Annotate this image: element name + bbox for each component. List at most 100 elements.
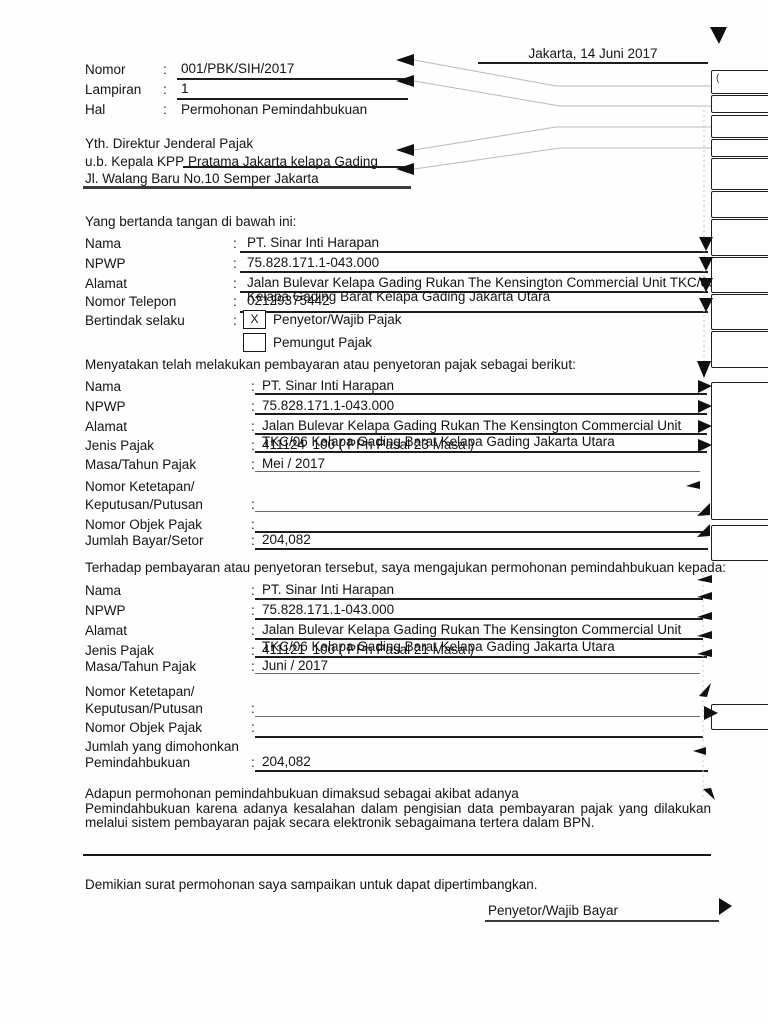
checkbox-label: Penyetor/Wajib Pajak — [273, 312, 402, 327]
left-arrow-icon — [693, 747, 706, 755]
field-underline — [255, 618, 703, 620]
comment-callout-box[interactable] — [711, 257, 768, 293]
left-arrow-icon — [697, 592, 712, 600]
field-label: Jenis Pajak — [85, 438, 155, 453]
comment-callout-box[interactable] — [711, 294, 768, 330]
left-arrow-icon — [396, 163, 414, 175]
colon: : — [251, 623, 255, 638]
field-value: 411124 100 ( PPh Pasal 23 Masa ) — [262, 437, 474, 452]
field-label: Nomor Telepon — [85, 294, 177, 309]
field-label: NPWP — [85, 399, 126, 414]
field-label: Nomor — [85, 62, 126, 77]
colon: : — [251, 603, 255, 618]
address-overflow-line: TKC/06 Kelapa Gading Barat Kelapa Gading… — [262, 434, 615, 449]
field-value: Permohonan Pemindahbukuan — [181, 102, 368, 117]
field-label: Bertindak selaku — [85, 313, 185, 328]
field-underline — [240, 251, 708, 253]
comment-callout-box[interactable]: ( — [711, 70, 768, 94]
separator-line — [83, 854, 711, 856]
colon: : — [163, 62, 167, 77]
colon: : — [251, 583, 255, 598]
field-value: 204,082 — [262, 532, 311, 547]
recipient-line: Yth. Direktur Jenderal Pajak — [85, 136, 254, 151]
field-underline — [255, 770, 708, 772]
recipient-underline — [83, 186, 411, 189]
colon: : — [251, 720, 255, 735]
colon: : — [251, 419, 255, 434]
field-underline — [255, 471, 700, 472]
field-value: 75.828.171.1-043.000 — [262, 602, 395, 617]
field-underline — [255, 656, 707, 658]
left-arrow-icon — [686, 481, 700, 489]
signature-underline — [485, 920, 719, 922]
colon: : — [163, 82, 167, 97]
signature-title: Penyetor/Wajib Bayar — [488, 903, 619, 918]
field-value: PT. Sinar Inti Harapan — [262, 582, 395, 597]
field-value: Mei / 2017 — [262, 456, 326, 471]
comment-callout-box[interactable] — [711, 95, 768, 113]
right-arrow-icon — [704, 706, 718, 720]
closing-line: Demikian surat permohonan saya sampaikan… — [85, 877, 538, 892]
comment-callout-box[interactable] — [711, 331, 768, 368]
right-arrow-icon — [719, 898, 732, 915]
left-arrow-icon — [396, 144, 414, 156]
field-underline — [255, 413, 707, 415]
right-arrow-icon — [698, 380, 712, 393]
comment-callout-box[interactable] — [711, 191, 768, 218]
colon: : — [233, 256, 237, 271]
down-arrow-icon — [697, 361, 711, 378]
field-label: Keputusan/Putusan — [85, 701, 203, 716]
field-label: Masa/Tahun Pajak — [85, 659, 197, 674]
field-label: Pemindahbukuan — [85, 755, 191, 770]
field-underline — [255, 598, 703, 600]
recipient-label: u.b. Kepala KPP — [85, 154, 185, 169]
up-right-arrow-icon — [697, 503, 710, 516]
reason-line: Pemindahbukuan karena adanya kesalahan d… — [85, 801, 711, 816]
left-arrow-icon — [697, 612, 712, 620]
checkbox-penyetor[interactable]: X — [243, 310, 266, 329]
section-intro: Terhadap pembayaran atau penyetoran ters… — [85, 560, 726, 575]
field-underline — [255, 638, 703, 640]
reason-line: Adapun permohonan pemindahbukuan dimaksu… — [85, 786, 519, 801]
field-label: Masa/Tahun Pajak — [85, 457, 197, 472]
field-underline — [255, 451, 707, 453]
field-label: NPWP — [85, 256, 126, 271]
field-label: Alamat — [85, 623, 128, 638]
field-label: Hal — [85, 102, 106, 117]
recipient-address: Jl. Walang Baru No.10 Semper Jakarta — [85, 171, 319, 186]
section-intro: Yang bertanda tangan di bawah ini: — [85, 214, 297, 229]
callout-text-fragment: ( — [716, 73, 720, 84]
checkbox-pemungut[interactable] — [243, 333, 266, 352]
colon: : — [163, 102, 167, 117]
field-value: 411121 100 ( PPh Pasal 21 Masa ) — [262, 642, 474, 657]
field-underline — [255, 716, 700, 717]
colon: : — [251, 399, 255, 414]
field-underline — [240, 311, 708, 313]
field-value: 1 — [181, 81, 189, 96]
field-label: Alamat — [85, 276, 128, 291]
down-arrow-icon — [699, 237, 713, 251]
field-underline — [255, 433, 707, 435]
field-label: Nomor Objek Pajak — [85, 517, 203, 532]
comment-callout-box[interactable] — [711, 525, 768, 561]
field-underline — [183, 166, 409, 168]
comment-callout-box[interactable] — [711, 115, 768, 138]
field-label: Jenis Pajak — [85, 643, 155, 658]
down-arrow-icon — [699, 298, 713, 312]
field-underline — [255, 736, 703, 738]
field-label: Jumlah yang dimohonkan — [85, 739, 239, 754]
comment-callout-box[interactable] — [711, 382, 768, 520]
comment-callout-box[interactable] — [711, 704, 768, 730]
field-value: Jalan Bulevar Kelapa Gading Rukan The Ke… — [262, 418, 682, 433]
field-label: Lampiran — [85, 82, 142, 97]
reason-line: melalui sistem pembayaran pajak secara e… — [85, 815, 595, 830]
comment-callout-box[interactable] — [711, 158, 768, 190]
field-label: Nama — [85, 379, 122, 394]
field-label: Nomor Ketetapan/ — [85, 684, 195, 699]
comment-callout-box[interactable] — [711, 139, 768, 157]
recipient-kpp-value: Pratama Jakarta kelapa Gading — [188, 154, 378, 169]
checkbox-label: Pemungut Pajak — [273, 335, 373, 350]
down-right-arrow-icon — [703, 788, 715, 800]
field-value: PT. Sinar Inti Harapan — [247, 235, 380, 250]
